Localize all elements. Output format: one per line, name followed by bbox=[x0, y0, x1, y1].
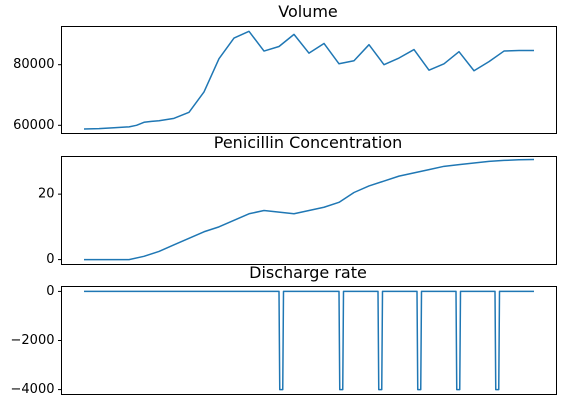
series-line-volume bbox=[83, 30, 534, 130]
panel-title-discharge: Discharge rate bbox=[249, 263, 367, 282]
axes-frame-penicillin bbox=[61, 156, 557, 265]
y-tick-label-discharge: 0 bbox=[46, 284, 54, 299]
y-tick-label-volume: 80000 bbox=[13, 57, 54, 72]
panel-title-volume: Volume bbox=[278, 2, 338, 21]
series-line-discharge bbox=[84, 290, 534, 391]
panel-penicillin: Penicillin Concentration 0 20 bbox=[38, 133, 557, 267]
panel-volume: Volume 60000 80000 bbox=[13, 2, 557, 134]
plot-area-penicillin: 0 20 bbox=[38, 158, 535, 267]
panel-discharge: Discharge rate 0 −2000 −4000 bbox=[11, 263, 557, 397]
y-tick-label-discharge: −4000 bbox=[11, 382, 55, 397]
plot-area-volume: 60000 80000 bbox=[13, 30, 534, 133]
y-tick-label-volume: 60000 bbox=[13, 118, 54, 133]
y-tick-label-penicillin: 20 bbox=[38, 187, 55, 202]
y-tick-label-penicillin: 0 bbox=[46, 252, 54, 267]
panel-title-penicillin: Penicillin Concentration bbox=[214, 133, 403, 152]
axes-frame-discharge bbox=[61, 286, 557, 395]
y-tick-label-discharge: −2000 bbox=[11, 333, 55, 348]
axes-frame-volume bbox=[61, 26, 557, 134]
series-line-penicillin bbox=[84, 158, 535, 261]
plot-area-discharge: 0 −2000 −4000 bbox=[11, 284, 534, 397]
